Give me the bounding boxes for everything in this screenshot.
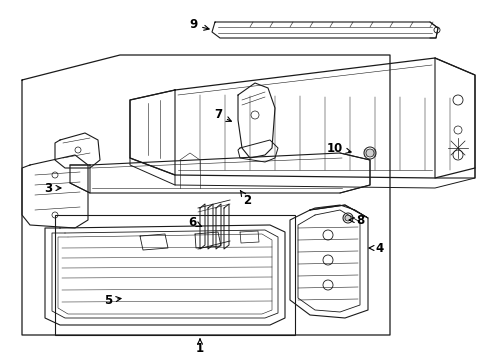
Text: 5: 5 (103, 293, 121, 306)
Text: 9: 9 (188, 18, 209, 31)
Text: 3: 3 (44, 181, 61, 194)
Text: 2: 2 (240, 190, 250, 207)
Text: 10: 10 (326, 141, 350, 154)
Text: 6: 6 (187, 216, 201, 229)
Text: 4: 4 (368, 242, 384, 255)
Text: 1: 1 (196, 339, 203, 356)
Bar (55, 215, 294, 335)
Text: 7: 7 (214, 108, 231, 122)
Text: 8: 8 (348, 213, 364, 226)
